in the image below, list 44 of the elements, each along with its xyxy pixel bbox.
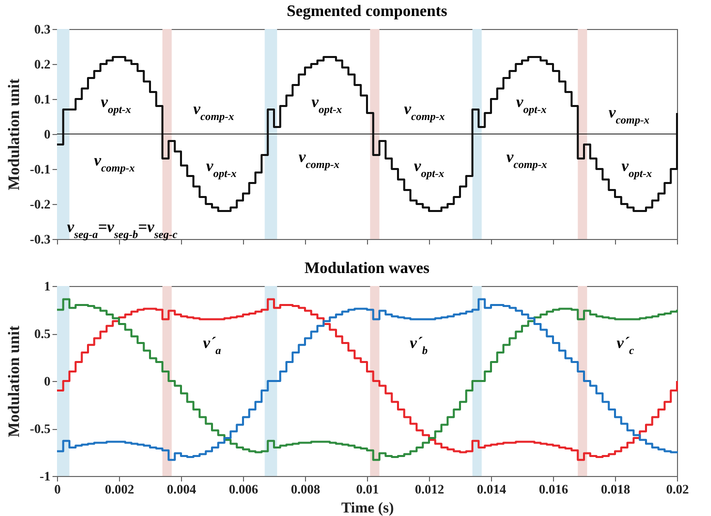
y-tick-label: 0 <box>44 374 50 388</box>
y-axis-title: Modulation unit <box>6 325 23 438</box>
y-tick-label: 0 <box>44 126 50 142</box>
y-axis-title: Modulation unit <box>6 78 23 190</box>
x-tick-label: 0.002 <box>104 482 134 496</box>
y-tick-label: 0.5 <box>34 326 51 341</box>
annotation: v$_{seg-a}$=v$_{seg-b}$=v$_{seg-c}$ <box>67 219 178 241</box>
annotation: v$_{comp-x}$ <box>506 149 548 171</box>
annotation: v´$_{a}$ <box>203 335 222 357</box>
y-tick-label: 0.2 <box>34 56 50 72</box>
annotation: v$_{opt-x}$ <box>414 158 445 180</box>
x-tick-label: 0.01 <box>356 482 379 496</box>
annotation: v$_{opt-x}$ <box>312 94 342 116</box>
y-tick-label: -0.3 <box>30 232 51 246</box>
x-tick-label: 0.018 <box>600 482 631 496</box>
y-tick-label: 0.1 <box>34 92 50 106</box>
annotation: v$_{comp-x}$ <box>298 149 340 171</box>
x-axis-title: Time (s) <box>341 500 394 516</box>
y-tick-label: -0.5 <box>30 421 51 436</box>
x-tick-label: 0.012 <box>414 482 444 496</box>
x-tick-label: 0.004 <box>166 482 197 496</box>
annotation: v$_{opt-x}$ <box>516 94 547 116</box>
annotation: v$_{comp-x}$ <box>193 101 234 123</box>
chart-title: Segmented components <box>286 3 448 20</box>
y-tick-label: 0.3 <box>34 22 51 36</box>
x-tick-label: 0 <box>54 482 61 496</box>
annotation: v$_{opt-x}$ <box>206 158 237 180</box>
annotation: v$_{comp-x}$ <box>404 101 446 123</box>
y-tick-label: -0.2 <box>30 196 50 212</box>
x-tick-label: 0.016 <box>538 482 569 496</box>
x-tick-label: 0.008 <box>290 482 321 496</box>
x-tick-label: 0.006 <box>228 482 259 496</box>
x-tick-label: 0.014 <box>476 482 507 496</box>
x-tick-label: 0.02 <box>666 482 689 496</box>
y-tick-label: -0.1 <box>30 162 50 176</box>
y-tick-label: -1 <box>40 468 50 484</box>
annotation: v$_{comp-x}$ <box>608 104 650 126</box>
annotation: v´$_{c}$ <box>616 335 634 357</box>
y-tick-label: 1 <box>44 278 50 294</box>
annotation: v$_{opt-x}$ <box>622 158 652 180</box>
annotation: v$_{comp-x}$ <box>94 152 136 174</box>
chart-title: Modulation waves <box>304 260 430 277</box>
annotation: v$_{opt-x}$ <box>100 94 132 116</box>
annotation: v´$_{b}$ <box>410 335 428 357</box>
